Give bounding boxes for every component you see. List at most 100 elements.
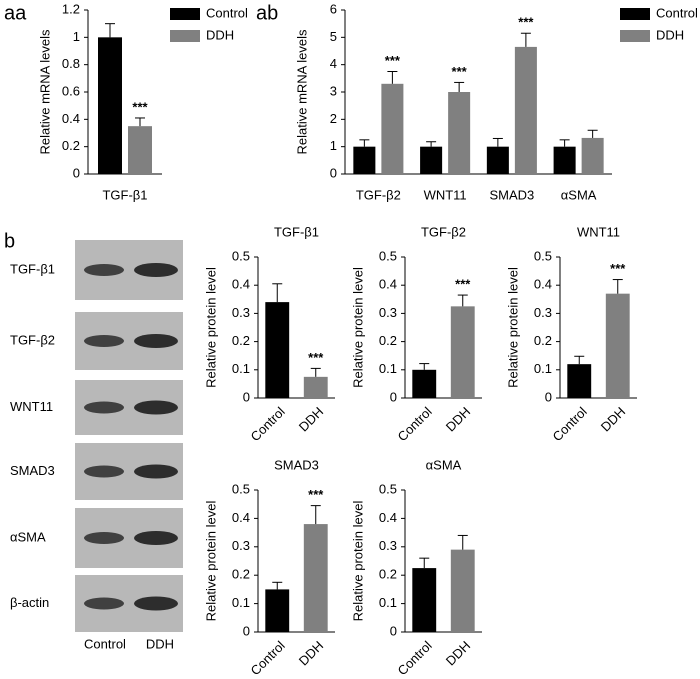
bar bbox=[581, 137, 604, 174]
bar bbox=[128, 126, 152, 174]
bar bbox=[303, 524, 328, 632]
significance: *** bbox=[385, 53, 401, 68]
significance: *** bbox=[132, 99, 148, 114]
y-tick-label: 0.4 bbox=[379, 277, 397, 292]
y-tick-label: 0.5 bbox=[379, 481, 397, 496]
band-label: WNT11 bbox=[10, 399, 53, 414]
bar bbox=[514, 46, 537, 174]
panel-label: ab bbox=[256, 2, 278, 24]
y-axis-label: Relative mRNA levels bbox=[294, 29, 309, 154]
y-tick-label: 0.3 bbox=[379, 305, 397, 320]
band-label: αSMA bbox=[10, 529, 46, 544]
bar bbox=[381, 83, 404, 174]
bar bbox=[353, 146, 376, 174]
x-tick-label: αSMA bbox=[561, 187, 597, 202]
bar bbox=[420, 146, 443, 174]
y-tick-label: 0 bbox=[243, 389, 250, 404]
bar bbox=[265, 302, 290, 398]
band-label: SMAD3 bbox=[10, 463, 55, 478]
y-tick-label: 5 bbox=[330, 29, 337, 44]
legend-swatch bbox=[170, 30, 200, 42]
y-axis-label: Relative protein level bbox=[203, 267, 218, 388]
y-tick-label: 0.1 bbox=[232, 595, 250, 610]
x-tick-label: SMAD3 bbox=[489, 187, 534, 202]
y-axis-label: Relative protein level bbox=[350, 267, 365, 388]
y-tick-label: 0 bbox=[73, 165, 80, 180]
y-tick-label: 0.2 bbox=[379, 333, 397, 348]
y-tick-label: 0.2 bbox=[232, 333, 250, 348]
y-tick-label: 0 bbox=[545, 389, 552, 404]
y-axis-label: Relative protein level bbox=[350, 501, 365, 622]
blot-band bbox=[84, 264, 124, 276]
y-tick-label: 0.8 bbox=[62, 56, 80, 71]
y-tick-label: 3 bbox=[330, 83, 337, 98]
y-tick-label: 0 bbox=[330, 165, 337, 180]
y-tick-label: 0.5 bbox=[379, 248, 397, 263]
y-tick-label: 4 bbox=[330, 56, 337, 71]
y-tick-label: 0.2 bbox=[232, 567, 250, 582]
y-tick-label: 0.2 bbox=[62, 138, 80, 153]
significance: *** bbox=[610, 261, 626, 276]
bar bbox=[412, 369, 437, 398]
y-tick-label: 1 bbox=[330, 138, 337, 153]
y-tick-label: 0 bbox=[243, 623, 250, 638]
blot-band bbox=[84, 532, 124, 544]
bar bbox=[553, 146, 576, 174]
panel-label: b bbox=[4, 230, 15, 252]
y-tick-label: 0.4 bbox=[379, 510, 397, 525]
bar bbox=[450, 549, 475, 632]
blot-band bbox=[84, 597, 124, 610]
significance: *** bbox=[518, 15, 534, 30]
blot-band bbox=[84, 335, 124, 347]
y-tick-label: 0.3 bbox=[534, 305, 552, 320]
blot-band bbox=[134, 464, 178, 479]
chart-title: αSMA bbox=[426, 457, 462, 472]
y-tick-label: 0.3 bbox=[232, 305, 250, 320]
y-tick-label: 0.5 bbox=[534, 248, 552, 263]
legend-swatch bbox=[170, 8, 200, 20]
x-tick-label: TGF-β1 bbox=[102, 187, 147, 202]
y-tick-label: 0.6 bbox=[62, 83, 80, 98]
x-tick-label: WNT11 bbox=[424, 187, 467, 202]
y-tick-label: 0.1 bbox=[379, 361, 397, 376]
panel-label: aa bbox=[4, 2, 27, 24]
blot-band bbox=[84, 465, 124, 478]
blot-band bbox=[84, 401, 124, 414]
y-tick-label: 0.4 bbox=[534, 277, 552, 292]
bar bbox=[98, 37, 122, 175]
lane-label: Control bbox=[84, 636, 126, 651]
y-tick-label: 0.4 bbox=[232, 277, 250, 292]
y-tick-label: 0.1 bbox=[379, 595, 397, 610]
legend-label: Control bbox=[206, 5, 248, 20]
y-tick-label: 1.2 bbox=[62, 1, 80, 16]
x-tick-label: Control bbox=[248, 638, 288, 678]
y-tick-label: 0.1 bbox=[232, 361, 250, 376]
significance: *** bbox=[308, 350, 324, 365]
y-tick-label: 0 bbox=[390, 623, 397, 638]
y-axis-label: Relative mRNA levels bbox=[37, 29, 52, 154]
x-tick-label: Control bbox=[395, 404, 435, 444]
bar bbox=[486, 146, 509, 174]
bar bbox=[605, 293, 630, 398]
legend-label: Control bbox=[656, 5, 698, 20]
x-tick-label: Control bbox=[395, 638, 435, 678]
y-tick-label: 0.5 bbox=[232, 248, 250, 263]
y-tick-label: 6 bbox=[330, 1, 337, 16]
y-tick-label: 2 bbox=[330, 111, 337, 126]
y-tick-label: 0.2 bbox=[534, 333, 552, 348]
bar bbox=[567, 364, 592, 398]
x-tick-label: Control bbox=[550, 404, 590, 444]
x-tick-label: DDH bbox=[443, 404, 474, 435]
y-tick-label: 0.1 bbox=[534, 361, 552, 376]
chart-title: WNT11 bbox=[577, 224, 620, 239]
y-tick-label: 0 bbox=[390, 389, 397, 404]
band-label: β-actin bbox=[10, 595, 49, 610]
y-tick-label: 1 bbox=[73, 29, 80, 44]
legend-swatch bbox=[620, 8, 650, 20]
x-tick-label: DDH bbox=[296, 404, 327, 435]
x-tick-label: TGF-β2 bbox=[356, 187, 401, 202]
chart-title: TGF-β2 bbox=[421, 224, 466, 239]
x-tick-label: DDH bbox=[443, 638, 474, 669]
blot-band bbox=[134, 400, 178, 415]
